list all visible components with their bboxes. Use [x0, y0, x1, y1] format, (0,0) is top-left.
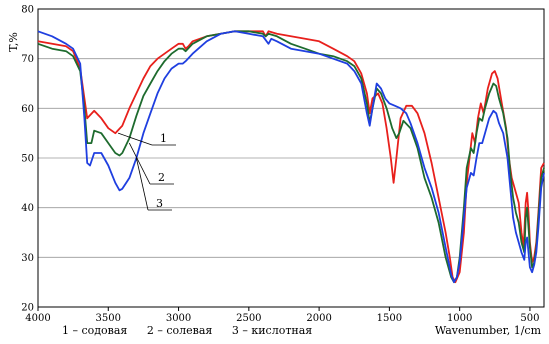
curve-number-label: 2 — [158, 171, 165, 184]
y-ticks: 20 30 40 50 60 70 80 — [21, 5, 34, 314]
series-line-3 — [37, 30, 545, 284]
x-tick-label: 3000 — [166, 313, 191, 324]
y-tick-label: 60 — [21, 104, 34, 115]
legend-entry: 3 – кислотная — [231, 324, 313, 337]
plot-frame — [37, 8, 545, 308]
curve-number-label: 1 — [160, 132, 167, 145]
x-tick-label: 1000 — [447, 313, 472, 324]
legend-entry: 1 – содовая — [62, 324, 128, 337]
y-tick-label: 80 — [21, 5, 34, 16]
x-tick-label: 500 — [520, 313, 539, 324]
curve-number-label: 3 — [156, 197, 163, 210]
series-line-1 — [37, 30, 545, 284]
y-tick-label: 30 — [21, 253, 34, 264]
legend: 1 – содовая 2 – солевая 3 – кислотная — [62, 324, 328, 337]
curve-annotations: 1 2 3 — [117, 132, 176, 211]
x-ticks: 4000 3500 3000 2500 2000 1500 1000 500 — [25, 307, 539, 324]
x-tick-label: 2500 — [236, 313, 261, 324]
callout-leader — [129, 142, 151, 185]
x-tick-label: 4000 — [25, 313, 50, 324]
y-tick-label: 20 — [21, 303, 34, 314]
series-group — [37, 30, 545, 284]
x-axis-label: Wavenumber, 1/cm — [434, 324, 541, 337]
x-tick-label: 1500 — [377, 313, 402, 324]
y-tick-label: 70 — [21, 54, 34, 65]
x-tick-label: 3500 — [96, 313, 121, 324]
callout-leader — [117, 132, 153, 146]
callout-leader — [135, 157, 149, 211]
y-tick-label: 40 — [21, 203, 34, 214]
y-axis-label: T,% — [7, 32, 20, 52]
y-tick-label: 50 — [21, 154, 34, 165]
x-tick-label: 2000 — [306, 313, 331, 324]
series-line-2 — [37, 30, 545, 284]
legend-entry: 2 – солевая — [146, 324, 213, 337]
